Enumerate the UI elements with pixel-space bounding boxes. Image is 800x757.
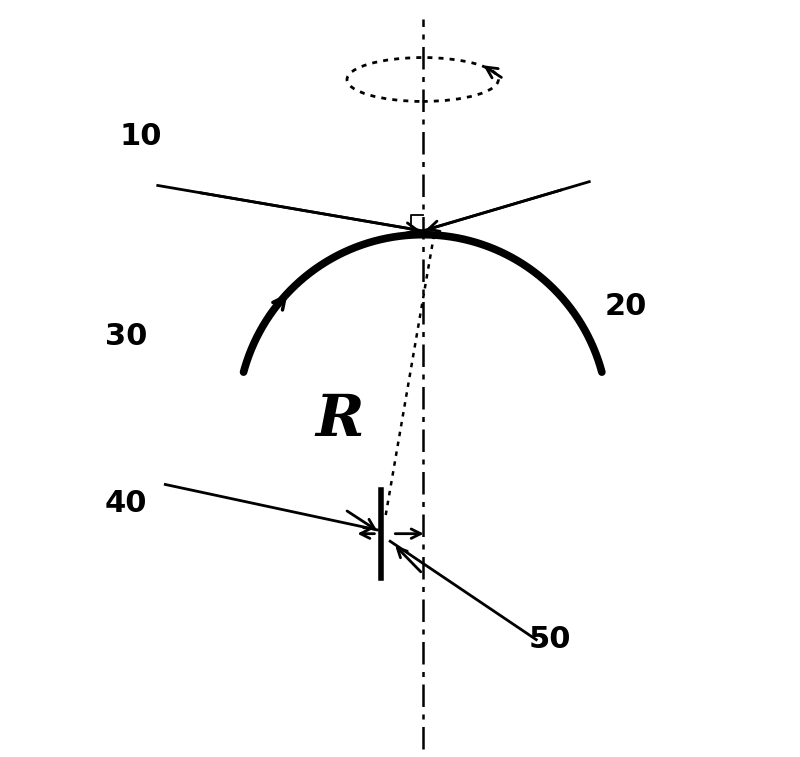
Text: 40: 40	[105, 489, 147, 518]
Text: R: R	[315, 392, 364, 448]
Text: 20: 20	[604, 292, 646, 321]
Text: 30: 30	[105, 322, 147, 351]
Text: 10: 10	[120, 122, 162, 151]
Text: 50: 50	[529, 625, 571, 654]
